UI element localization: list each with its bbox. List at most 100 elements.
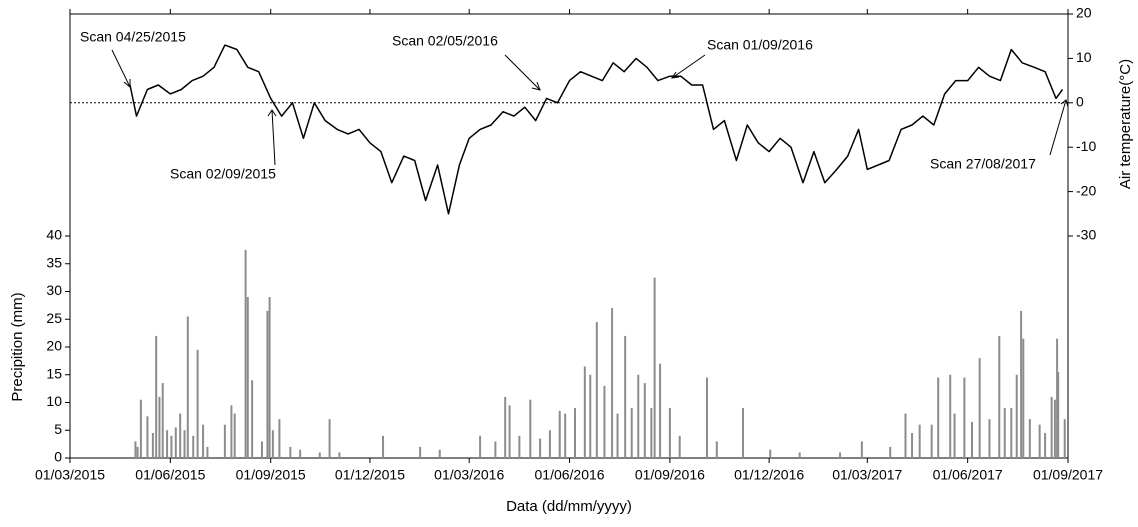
precipitation-bar	[179, 413, 182, 458]
precipitation-bar	[769, 449, 772, 458]
y-tick-label: 40	[46, 227, 62, 243]
precipitation-bar	[650, 408, 653, 458]
y2-tick-label: 0	[1076, 94, 1084, 110]
y2-tick-label: 10	[1076, 49, 1092, 65]
precipitation-bar	[271, 430, 274, 458]
precipitation-bar	[1038, 424, 1041, 458]
precipitation-bar	[911, 433, 914, 458]
precipitation-bar	[678, 435, 681, 458]
precipitation-bar	[715, 441, 718, 458]
y-tick-label: 35	[46, 254, 62, 270]
precipitation-bar	[151, 433, 154, 458]
precipitation-bar	[251, 380, 254, 458]
precipitation-bar	[244, 249, 247, 458]
x-tick-label: 01/12/2016	[734, 467, 804, 483]
precipitation-bar	[798, 452, 801, 458]
y2-tick-label: 20	[1076, 5, 1092, 21]
precipitation-bar	[668, 408, 671, 458]
precipitation-bar	[659, 363, 662, 458]
precipitation-bar	[289, 446, 292, 458]
precipitation-bar	[192, 435, 195, 458]
precipitation-bar	[595, 322, 598, 458]
precipitation-bar	[1057, 371, 1060, 458]
y-tick-label: 0	[54, 449, 62, 465]
precipitation-bar	[583, 366, 586, 458]
precipitation-bar	[518, 435, 521, 458]
temperature-line	[129, 44, 1064, 215]
x-tick-label: 01/09/2016	[635, 467, 705, 483]
y-tick-label: 25	[46, 310, 62, 326]
precipitation-bar	[963, 377, 966, 458]
precipitation-bar	[998, 335, 1001, 458]
precipitation-bar	[611, 308, 614, 458]
precipitation-bar	[318, 452, 321, 458]
x-tick-label: 01/09/2015	[236, 467, 306, 483]
precipitation-bar	[146, 416, 149, 458]
precipitation-bar	[268, 297, 271, 458]
precipitation-bar	[299, 449, 302, 458]
y2-tick-label: -30	[1076, 227, 1096, 243]
precipitation-bar	[158, 396, 161, 458]
precipitation-bar	[589, 374, 592, 458]
precipitation-bar	[494, 441, 497, 458]
x-tick-label: 01/06/2015	[135, 467, 205, 483]
precipitation-bar	[860, 441, 863, 458]
precipitation-bar	[328, 419, 331, 458]
precipitation-bar	[978, 358, 981, 458]
precipitation-bar	[233, 413, 236, 458]
precipitation-bar	[1020, 310, 1023, 458]
precipitation-bar	[438, 449, 441, 458]
precipitation-bar	[558, 410, 561, 458]
precipitation-bar	[616, 413, 619, 458]
precipitation-bar	[479, 435, 482, 458]
precipitation-bar	[603, 385, 606, 458]
precipitation-bar	[134, 441, 137, 458]
precipitation-bar	[839, 452, 842, 458]
precipitation-bar	[230, 405, 233, 458]
y2-tick-label: -20	[1076, 182, 1096, 198]
annotation: Scan 02/09/2015	[170, 166, 276, 182]
annotation: Scan 04/25/2015	[80, 29, 186, 45]
precipitation-bar	[539, 438, 542, 458]
precipitation-bar	[382, 435, 385, 458]
x-tick-label: 01/03/2015	[35, 467, 105, 483]
precipitation-bar	[155, 335, 158, 458]
precipitation-bar	[643, 383, 646, 458]
precipitation-bar	[930, 424, 933, 458]
y-tick-label: 5	[54, 421, 62, 437]
precipitation-bar	[573, 408, 576, 458]
precipitation-bar	[1003, 408, 1006, 458]
precipitation-bar	[504, 396, 507, 458]
precipitation-bar	[1015, 374, 1018, 458]
precipitation-bar	[260, 441, 263, 458]
precipitation-bar	[653, 277, 656, 458]
x-tick-label: 01/09/2017	[1033, 467, 1103, 483]
precipitation-bar	[508, 405, 511, 458]
annotation: Scan 02/05/2016	[392, 33, 498, 49]
x-tick-label: 01/06/2016	[535, 467, 605, 483]
precipitation-bar	[630, 408, 633, 458]
precipitation-bar	[904, 413, 907, 458]
precipitation-bar	[136, 446, 139, 458]
precipitation-bar	[988, 419, 991, 458]
precipitation-bar	[971, 421, 974, 458]
annotation-arrows	[111, 49, 1069, 166]
precipitation-bar	[338, 452, 341, 458]
precipitation-bar	[548, 430, 551, 458]
precipitation-bar	[196, 349, 199, 458]
precipitation-bar	[889, 446, 892, 458]
precipitation-bar	[1044, 433, 1047, 458]
precipitation-bar	[202, 424, 205, 458]
y-tick-label: 10	[46, 393, 62, 409]
precipitation-bar	[937, 377, 940, 458]
precipitation-bar	[637, 374, 640, 458]
precipitation-bar	[949, 374, 952, 458]
precipitation-bar	[174, 427, 177, 458]
precipitation-bar	[278, 419, 281, 458]
precipitation-bar	[206, 446, 209, 458]
precipitation-bar	[161, 383, 164, 458]
precipitation-bar	[953, 413, 956, 458]
precipitation-bar	[1010, 408, 1013, 458]
precipitation-bar	[183, 430, 186, 458]
